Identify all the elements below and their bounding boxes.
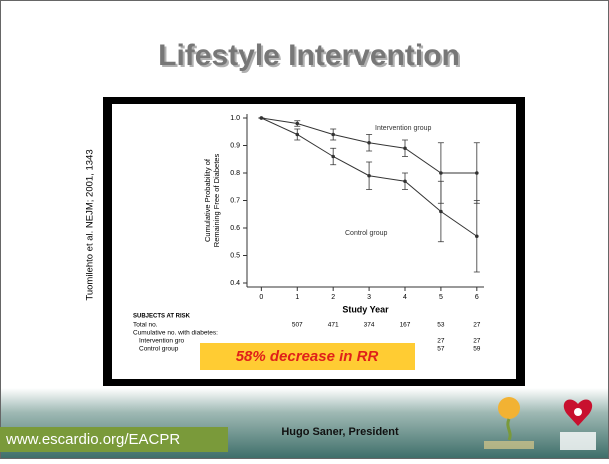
risk-value: 53 xyxy=(437,322,445,329)
x-tick-label: 4 xyxy=(403,294,407,301)
risk-value: 167 xyxy=(400,322,411,329)
x-axis-label: Study Year xyxy=(342,304,389,314)
slide-title: Lifestyle Intervention xyxy=(158,39,460,72)
risk-row-label: Control group xyxy=(139,346,179,353)
risk-value: 471 xyxy=(328,322,339,329)
point xyxy=(295,121,300,126)
risk-row-label: Intervention gro xyxy=(139,338,185,345)
x-tick-label: 6 xyxy=(475,294,479,301)
point xyxy=(367,173,371,178)
y-tick-label: 1.0 xyxy=(230,115,240,122)
url: www.escardio.org/EACPR xyxy=(5,431,180,448)
point xyxy=(403,146,407,151)
presenter: Hugo Saner, President xyxy=(281,426,399,438)
risk-value: 59 xyxy=(473,346,481,353)
logo-right xyxy=(560,399,596,450)
point xyxy=(439,171,443,175)
plot: 0.4 0.5 0.6 0.7 0.8 0.9 1.0 0 1 2 3 4 5 6 Study Year Cu… xyxy=(133,114,484,353)
y-tick-label: 0.4 xyxy=(230,280,240,287)
y-tick-label: 0.8 xyxy=(230,170,240,177)
risk-row-label: Total no. xyxy=(133,322,158,329)
chart-area xyxy=(112,104,516,379)
point xyxy=(403,179,407,184)
risk-value: 27 xyxy=(473,322,481,329)
point xyxy=(295,132,300,137)
y-axis-label: Cumulative Probability of xyxy=(203,158,212,242)
risk-value: 27 xyxy=(473,338,481,345)
callout-box xyxy=(200,343,415,370)
point xyxy=(259,116,264,120)
x-tick-label: 1 xyxy=(295,294,299,301)
x-tick-label: 3 xyxy=(367,294,371,301)
risk-value: 507 xyxy=(292,322,303,329)
logo-left xyxy=(484,397,534,449)
point xyxy=(439,209,443,214)
y-tick-label: 0.5 xyxy=(230,252,240,259)
point xyxy=(331,132,335,137)
point xyxy=(475,234,479,239)
callout: 58% decrease in RR xyxy=(236,348,379,365)
citation: Tuomilehto et al. NEJM; 2001, 1343 xyxy=(85,149,96,300)
series-label: Control group xyxy=(345,230,388,237)
risk-table-title: Subjects at Risk xyxy=(133,314,191,320)
url-box xyxy=(0,427,228,452)
risk-row-label: Cumulative no. with diabetes: xyxy=(133,330,218,337)
y-tick-label: 0.7 xyxy=(230,197,240,204)
x-tick-label: 5 xyxy=(439,294,443,301)
x-tick-label: 2 xyxy=(331,294,335,301)
y-tick-label: 0.9 xyxy=(230,142,240,149)
y-tick-label: 0.6 xyxy=(230,225,240,232)
title-shadow: Lifestyle Intervention xyxy=(160,41,462,74)
risk-value: 374 xyxy=(364,322,375,329)
risk-value: 57 xyxy=(437,346,445,353)
point xyxy=(331,154,335,159)
point xyxy=(367,140,371,145)
y-axis-label: Remaining Free of Diabetes xyxy=(212,154,221,248)
x-tick-label: 0 xyxy=(259,294,263,301)
series-label: Intervention group xyxy=(375,125,432,132)
point xyxy=(475,171,479,175)
risk-value: 27 xyxy=(437,338,445,345)
